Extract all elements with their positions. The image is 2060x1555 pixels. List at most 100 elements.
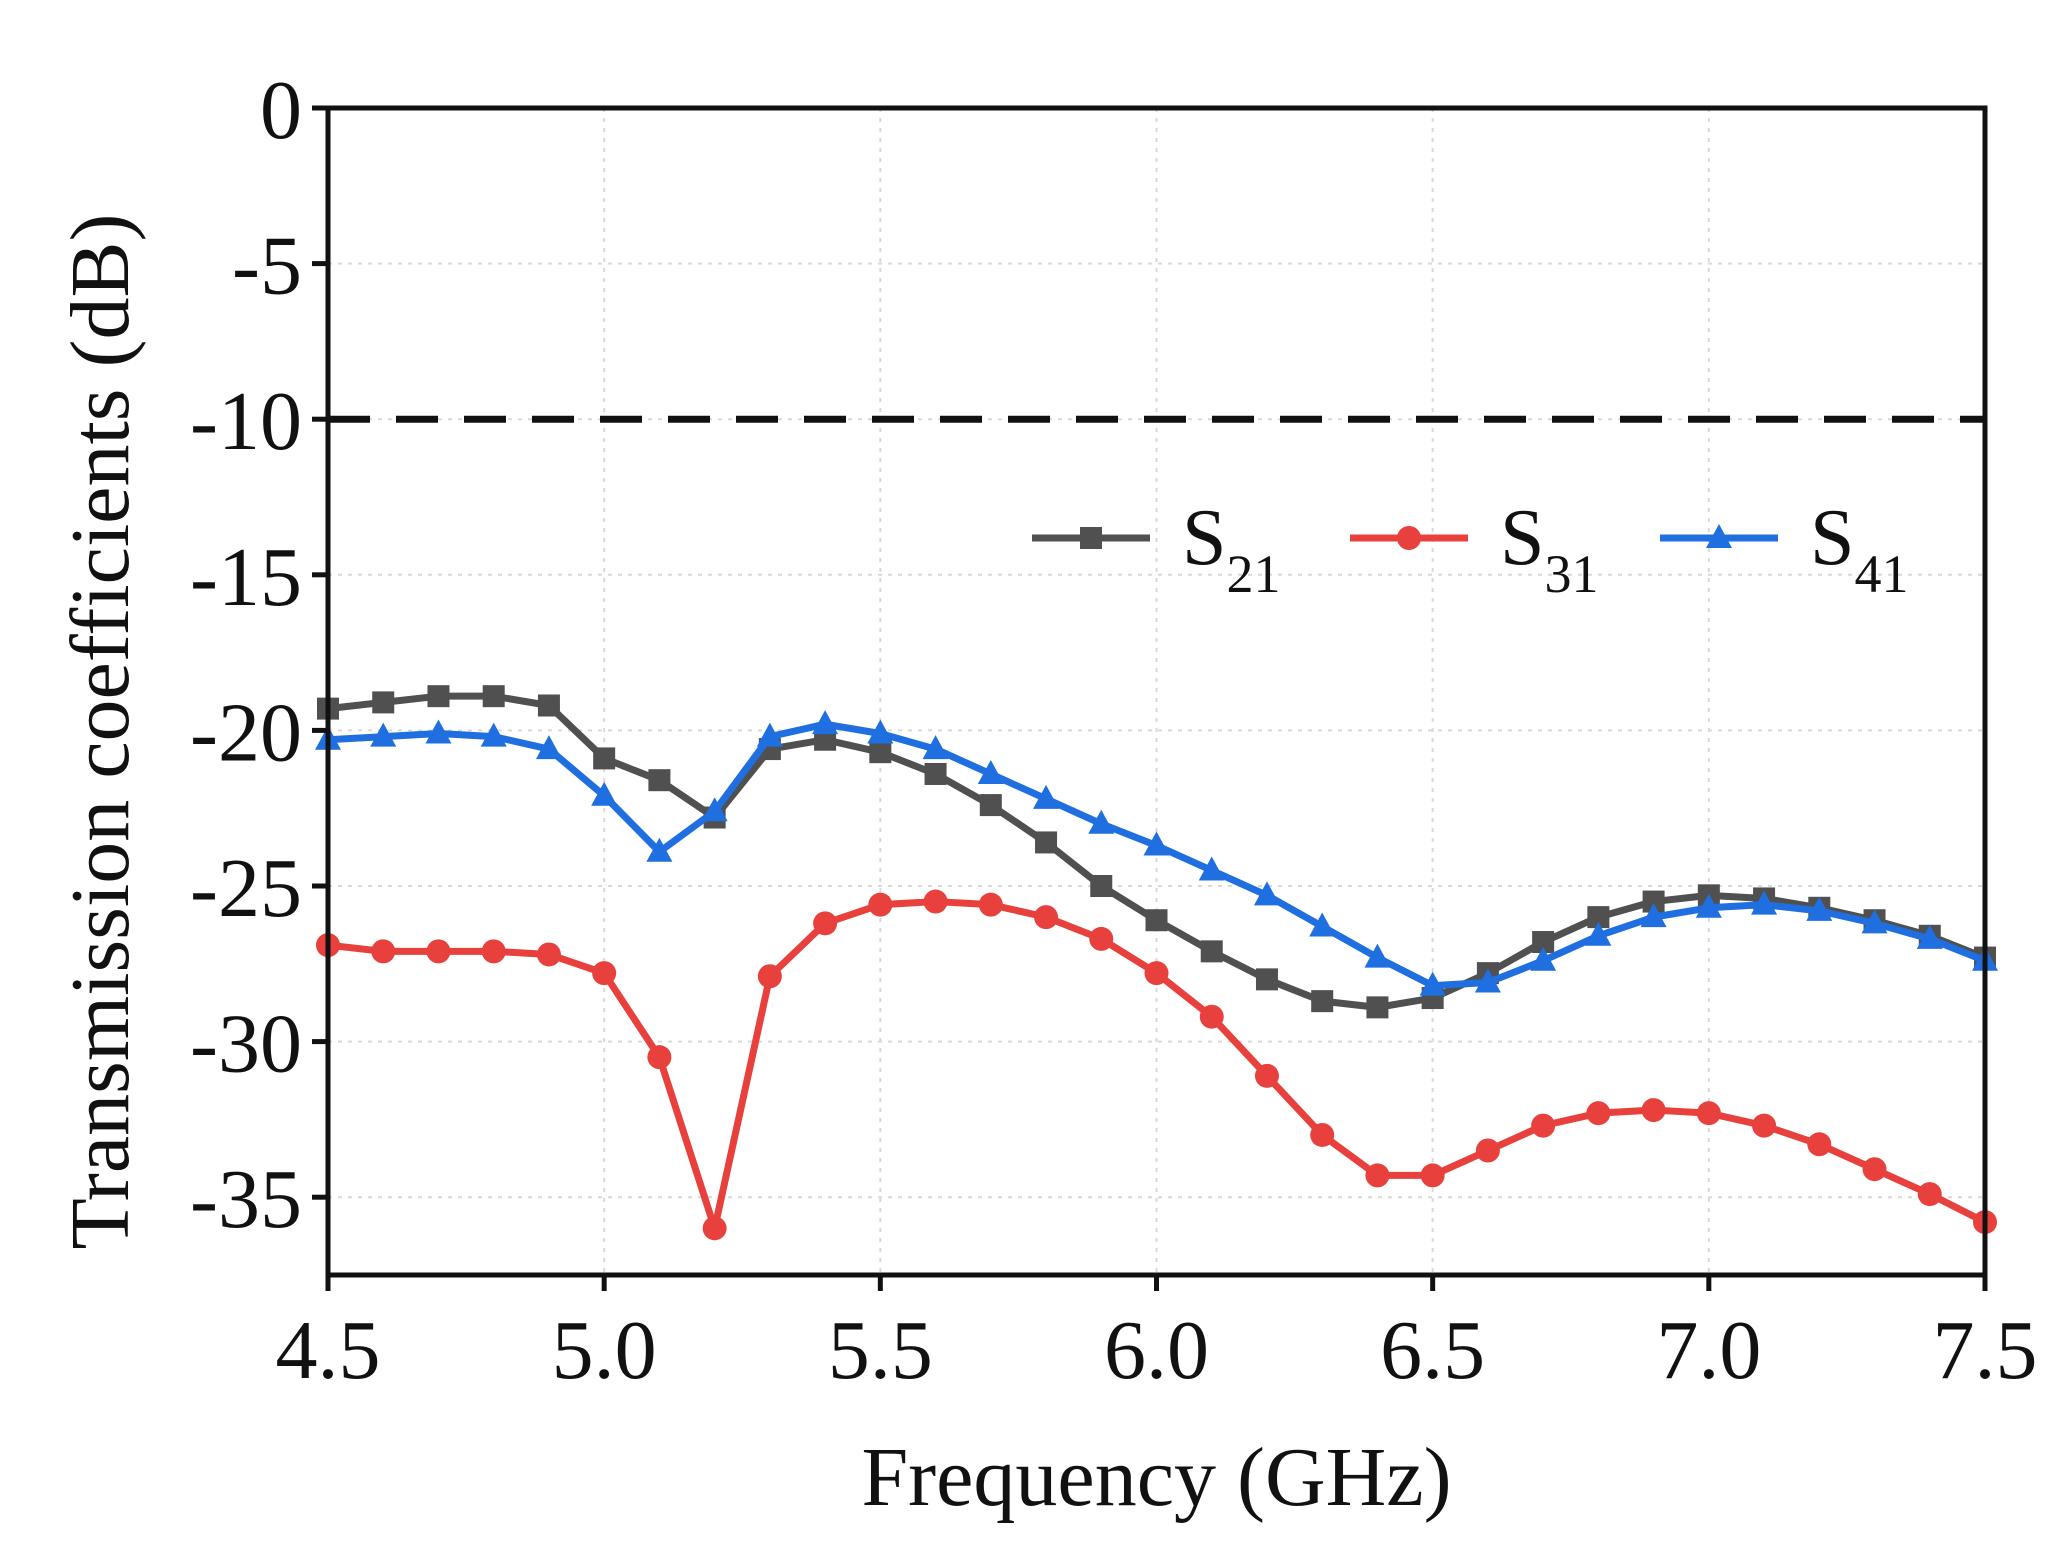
data-point-S21 <box>1035 831 1058 854</box>
data-point-S21 <box>537 694 560 717</box>
legend-swatch-marker <box>1080 527 1102 549</box>
data-point-S31 <box>1696 1101 1721 1126</box>
data-point-S31 <box>1254 1063 1279 1088</box>
data-point-S41 <box>1088 809 1115 834</box>
data-point-S31 <box>536 942 561 967</box>
data-point-S21 <box>979 794 1002 817</box>
data-point-S21 <box>1145 909 1168 932</box>
data-point-S31 <box>481 939 506 964</box>
x-tick-label: 4.5 <box>276 1304 381 1397</box>
data-point-S41 <box>756 722 783 747</box>
data-point-S21 <box>1587 906 1610 929</box>
y-tick-label: 0 <box>260 64 302 157</box>
data-point-S21 <box>1311 990 1334 1013</box>
data-point-S41 <box>646 837 673 862</box>
data-point-S31 <box>757 964 782 989</box>
x-tick-label: 7.5 <box>1933 1304 2038 1397</box>
data-point-S41 <box>867 719 894 744</box>
y-tick-label: -10 <box>190 375 302 468</box>
data-point-S21 <box>924 762 947 785</box>
data-point-S31 <box>1475 1138 1500 1163</box>
data-point-S41 <box>1033 784 1060 809</box>
data-point-S41 <box>977 759 1004 784</box>
data-point-S41 <box>1751 890 1778 915</box>
legend-item-S31: S31 <box>1350 494 1599 604</box>
data-point-S41 <box>1530 946 1557 971</box>
data-point-S31 <box>1807 1132 1832 1157</box>
data-point-S41 <box>370 722 397 747</box>
data-point-S31 <box>1199 1004 1224 1029</box>
data-point-S41 <box>535 735 562 760</box>
data-point-S41 <box>1861 909 1888 934</box>
legend-label-subscript: 41 <box>1855 544 1909 604</box>
data-point-S31 <box>1586 1101 1611 1126</box>
series-S41 <box>315 710 1998 996</box>
data-point-S31 <box>1144 961 1169 986</box>
data-point-S21 <box>593 747 616 770</box>
data-point-S41 <box>701 797 728 822</box>
data-point-S21 <box>1255 968 1278 991</box>
x-tick-label: 5.0 <box>552 1304 657 1397</box>
legend-swatch-marker <box>1397 526 1421 550</box>
data-point-S41 <box>1253 881 1280 906</box>
data-point-S31 <box>371 939 396 964</box>
data-point-S21 <box>814 728 837 751</box>
legend-label: S41 <box>1810 494 1909 604</box>
legend-label: S21 <box>1182 494 1281 604</box>
data-point-S41 <box>1364 943 1391 968</box>
data-point-S31 <box>426 939 451 964</box>
legend-swatch-marker <box>1706 524 1732 548</box>
legend-label-subscript: 31 <box>1545 544 1599 604</box>
data-point-S31 <box>1752 1113 1777 1138</box>
data-point-S21 <box>869 741 892 764</box>
y-tick-label: -35 <box>190 1153 302 1246</box>
x-axis-title: Frequency (GHz) <box>861 1431 1451 1524</box>
data-point-S31 <box>978 892 1003 917</box>
data-point-S21 <box>1090 875 1113 897</box>
data-point-S41 <box>1640 903 1667 928</box>
series-group <box>315 685 1998 1241</box>
data-point-S41 <box>1916 924 1943 949</box>
grid <box>328 108 1985 1275</box>
data-point-S21 <box>1532 931 1555 954</box>
data-point-S31 <box>1917 1182 1942 1207</box>
data-point-S21 <box>427 685 450 708</box>
data-point-S21 <box>372 691 395 714</box>
data-point-S41 <box>1474 968 1501 993</box>
legend: S21 S31 S41 <box>1032 494 1909 604</box>
data-point-S41 <box>1695 893 1722 918</box>
data-point-S31 <box>1365 1163 1390 1188</box>
data-point-S41 <box>1585 921 1612 946</box>
x-tick-label: 6.0 <box>1104 1304 1209 1397</box>
y-tick-label: -25 <box>190 842 302 935</box>
data-point-S31 <box>1641 1098 1666 1123</box>
data-point-S21 <box>1366 996 1389 1019</box>
data-point-S31 <box>813 911 838 936</box>
axis-ticks: 4.5 5.0 5.5 6.0 6.5 7.0 7.5 0 -5 -10 -15 -20 -25 -30 -… <box>190 64 2037 1397</box>
data-point-S31 <box>702 1216 727 1241</box>
data-point-S21 <box>1642 890 1665 913</box>
y-tick-label: -20 <box>190 686 302 779</box>
data-point-S41 <box>591 781 618 806</box>
data-point-S31 <box>868 892 893 917</box>
legend-label-subscript: 21 <box>1227 544 1281 604</box>
data-point-S31 <box>1420 1163 1445 1188</box>
data-point-S41 <box>1309 912 1336 937</box>
x-tick-label: 7.0 <box>1656 1304 1761 1397</box>
x-tick-label: 5.5 <box>828 1304 933 1397</box>
legend-label: S31 <box>1500 494 1599 604</box>
data-point-S31 <box>1862 1157 1887 1182</box>
data-point-S31 <box>1089 926 1114 951</box>
data-point-S31 <box>1310 1122 1335 1147</box>
data-point-S41 <box>425 719 452 744</box>
data-point-S21 <box>1200 940 1223 963</box>
y-tick-label: -30 <box>190 998 302 1091</box>
y-tick-label: -5 <box>232 220 302 313</box>
series-S21 <box>317 685 1996 1019</box>
data-point-S41 <box>812 710 839 735</box>
data-point-S31 <box>1034 905 1059 930</box>
y-axis-title: Transmission coefficients (dB) <box>54 214 147 1250</box>
data-point-S31 <box>923 889 948 914</box>
